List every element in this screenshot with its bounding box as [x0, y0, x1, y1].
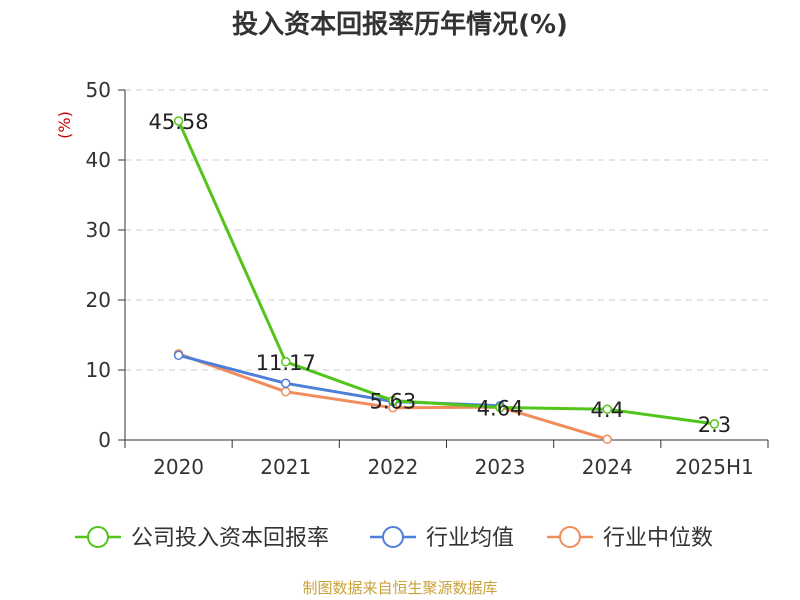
data-point	[709, 419, 720, 429]
y-tick-label: 40	[86, 148, 111, 172]
x-tick-label: 2024	[582, 455, 633, 479]
x-tick-label: 2022	[367, 455, 418, 479]
legend-label: 公司投入资本回报率	[131, 526, 329, 551]
data-point	[602, 404, 612, 414]
x-tick-label: 2021	[260, 455, 311, 479]
x-tick-label: 2025H1	[675, 455, 754, 479]
chart-title: 投入资本回报率历年情况(%)	[232, 10, 568, 40]
y-tick-label: 10	[86, 358, 111, 382]
data-label: 4.64	[477, 397, 524, 421]
legend-label: 行业中位数	[603, 526, 713, 551]
data-label: 11.17	[256, 351, 316, 375]
data-label: 2.3	[698, 413, 731, 437]
x-tick-label: 2020	[153, 455, 204, 479]
data-point	[173, 350, 184, 361]
legend-marker	[382, 526, 404, 548]
data-point	[281, 386, 291, 397]
data-source-note: 制图数据来自恒生聚源数据库	[302, 579, 498, 597]
series-line	[177, 120, 715, 426]
y-tick-label: 30	[86, 218, 111, 242]
y-tick-label: 0	[98, 428, 111, 452]
legend-marker	[559, 526, 581, 548]
data-point	[281, 378, 291, 389]
data-point	[173, 116, 184, 126]
data-point	[495, 402, 505, 413]
data-point	[281, 357, 291, 367]
y-axis-label: (%)	[55, 111, 74, 139]
data-label: 5.63	[370, 390, 417, 414]
legend-label: 行业均值	[426, 526, 514, 551]
data-label: 4.4	[591, 398, 624, 422]
data-label: 45.58	[149, 110, 209, 134]
data-point	[602, 434, 612, 445]
y-tick-label: 20	[86, 288, 111, 312]
legend-marker	[87, 526, 109, 548]
y-tick-label: 50	[86, 78, 111, 102]
data-point	[388, 395, 398, 406]
x-tick-label: 2023	[475, 455, 526, 479]
